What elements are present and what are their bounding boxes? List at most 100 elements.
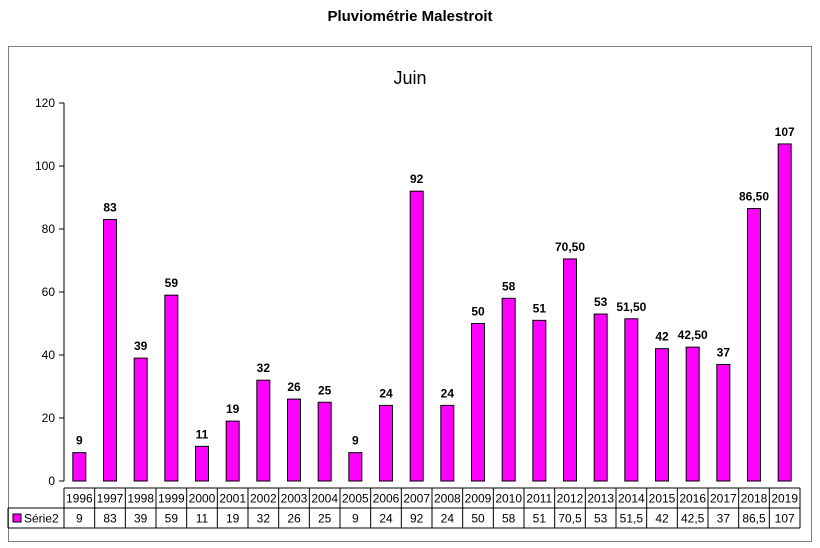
bar [747,208,761,482]
x-tick-label: 2019 [771,492,798,506]
data-label: 37 [717,345,731,359]
x-tick-label: 2008 [434,492,461,506]
data-label: 70,50 [555,240,585,254]
data-label: 32 [257,361,271,375]
y-tick-label: 100 [35,159,55,173]
x-tick-label: 1999 [158,492,185,506]
x-tick-label: 2002 [250,492,277,506]
y-tick-label: 0 [48,474,55,488]
table-value: 11 [196,512,209,526]
table-value: 58 [502,512,516,526]
table-value: 9 [352,512,359,526]
data-table: 1996 9 1997 83 1998 39 1999 59 2000 11 2001 19 2002 3… [7,487,801,529]
table-value: 51,5 [620,512,644,526]
bar [409,190,424,482]
x-tick-label: 2001 [219,492,246,506]
data-label: 9 [352,434,359,448]
x-tick-label: 2018 [741,492,768,506]
bar [225,420,240,482]
table-value: 92 [410,512,424,526]
data-label: 83 [103,201,117,215]
table-value: 37 [717,512,731,526]
data-label: 39 [134,339,148,353]
data-label: 50 [471,305,485,319]
bar [256,379,271,482]
table-value: 83 [103,512,117,526]
x-tick-label: 2012 [557,492,584,506]
page-title: Pluviométrie Malestroit [327,8,493,25]
y-axis: 0 20 40 60 80 100 120 [35,96,65,488]
table-value: 42,5 [681,512,705,526]
data-label: 86,50 [739,190,769,204]
bar [624,318,639,482]
bar [563,258,577,482]
y-tick-label: 40 [42,348,56,362]
x-tick-label: 2016 [679,492,706,506]
bar [532,319,547,482]
x-tick-label: 2005 [342,492,369,506]
data-label: 25 [318,383,332,397]
table-value: 25 [318,512,332,526]
table-value: 53 [594,512,608,526]
table-value: 32 [257,512,271,526]
table-value: 24 [379,512,393,526]
x-tick-label: 2010 [495,492,522,506]
legend-key [12,513,22,523]
table-value: 39 [134,512,148,526]
table-value: 42 [655,512,669,526]
x-tick-label: 1998 [127,492,154,506]
bar [440,404,455,482]
table-value: 26 [287,512,301,526]
bars [72,143,792,482]
y-tick-label: 60 [42,285,56,299]
data-label: 42,50 [678,328,708,342]
x-tick-label: 2007 [403,492,430,506]
bar [501,297,516,482]
data-label: 26 [287,380,301,394]
table-value: 70,5 [558,512,582,526]
bar [471,323,485,482]
table-value: 19 [226,512,240,526]
data-label: 51 [533,301,547,315]
x-tick-label: 2014 [618,492,645,506]
data-label: 42 [655,330,669,344]
table-value: 9 [76,512,83,526]
table-value: 59 [165,512,179,526]
chart-title: Juin [393,68,426,88]
bar [133,357,148,482]
data-label: 53 [594,295,608,309]
data-label: 107 [775,125,795,139]
data-label: 59 [165,276,179,290]
bar [348,452,363,482]
data-label: 19 [226,402,240,416]
data-label: 92 [410,172,424,186]
bar [317,401,332,482]
x-tick-label: 2003 [281,492,308,506]
bar [72,452,87,482]
data-label: 51,50 [616,300,646,314]
bar [593,313,608,482]
x-tick-label: 2009 [465,492,492,506]
y-tick-label: 80 [42,222,56,236]
table-value: 107 [775,512,795,526]
data-label: 11 [196,427,209,441]
x-tick-label: 2015 [649,492,676,506]
x-tick-label: 1997 [97,492,124,506]
table-value: 50 [471,512,485,526]
table-value: 24 [441,512,455,526]
data-label: 24 [379,386,393,400]
chart-area [8,46,812,542]
x-tick-label: 1996 [66,492,93,506]
bar [379,404,393,482]
x-tick-label: 2017 [710,492,737,506]
bar [287,398,301,482]
y-tick-label: 20 [42,411,56,425]
data-label: 24 [441,386,455,400]
y-tick-label: 120 [35,96,55,110]
bar [777,143,792,482]
x-tick-label: 2013 [587,492,614,506]
legend-label: Série2 [24,512,59,526]
x-tick-label: 2011 [526,492,552,506]
x-tick-label: 2004 [311,492,338,506]
